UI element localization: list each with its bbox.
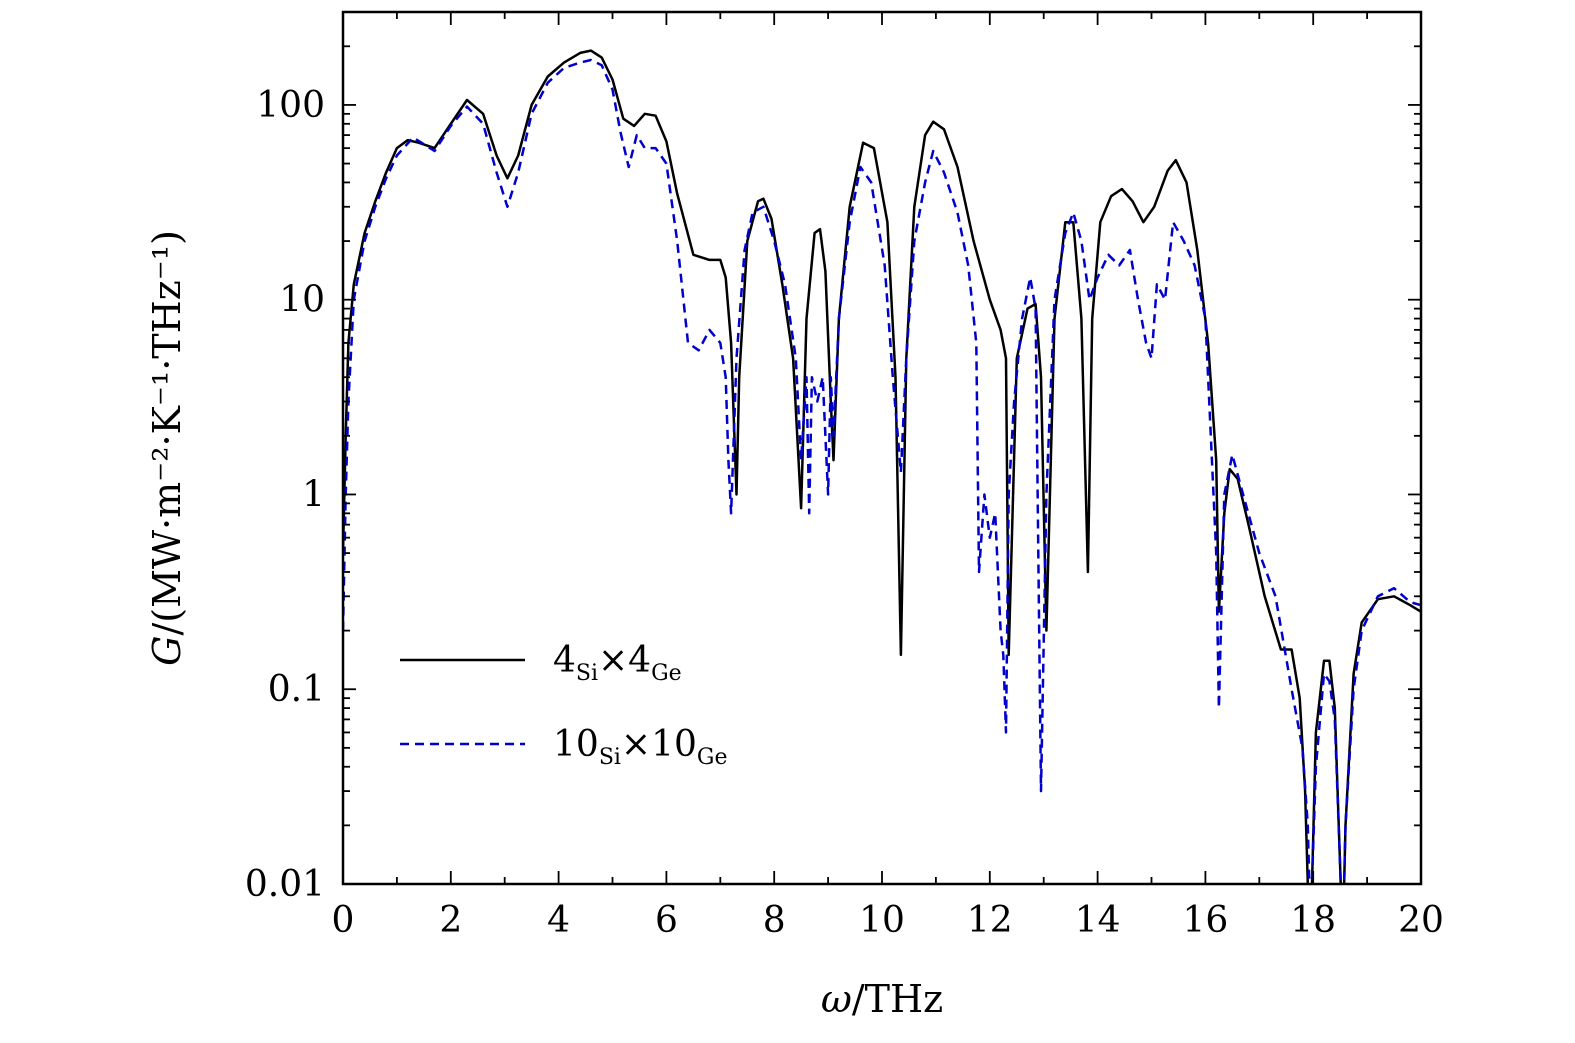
legend-label-series-1: 4Si×4Ge [553,640,682,686]
tick-labels: 0 2 4 6 8 10 12 14 16 18 20 0.01 0.1 1 10 100 [245,85,1444,941]
x-tick-label: 20 [1398,900,1444,941]
series-line-1 [343,49,1421,884]
x-tick-label: 4 [547,900,570,941]
plot-frame [341,10,1423,886]
series-line-2 [343,58,1421,884]
series-lines [343,49,1421,884]
y-tick-label: 1 [302,474,325,515]
y-tick-label: 100 [256,85,325,126]
y-tick-label: 10 [279,280,325,321]
x-tick-label: 18 [1290,900,1336,941]
x-axis-label: ω/THz [821,977,943,1021]
x-tick-label: 8 [763,900,786,941]
x-tick-label: 2 [439,900,462,941]
x-tick-label: 14 [1075,900,1121,941]
y-tick-label: 0.01 [245,864,325,905]
y-tick-label: 0.1 [268,669,325,710]
legend-label-series-2: 10Si×10Ge [553,724,728,770]
x-tick-label: 6 [655,900,678,941]
x-tick-label: 10 [859,900,905,941]
axis-ticks [342,12,1422,885]
x-tick-label: 0 [332,900,355,941]
legend: 4Si×4Ge 10Si×10Ge [400,640,728,770]
x-tick-label: 16 [1182,900,1228,941]
y-axis-label: G/(MW·m⁻²·K⁻¹·THz⁻¹) [145,230,189,666]
x-tick-label: 12 [967,900,1013,941]
